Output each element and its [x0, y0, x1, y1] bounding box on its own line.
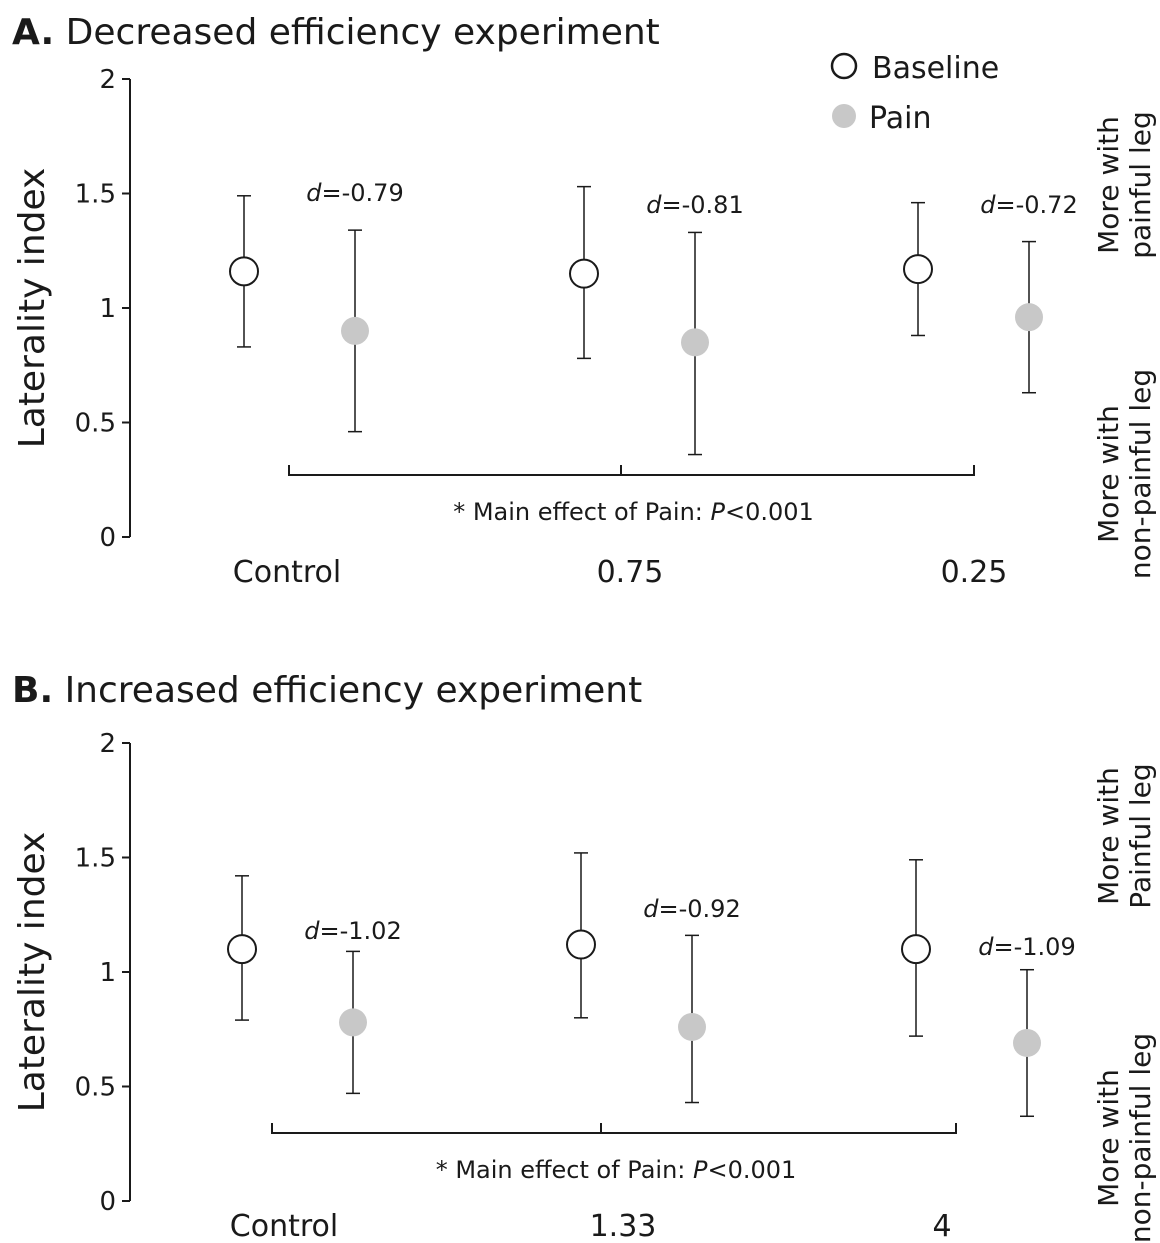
- baseline-point: [903, 254, 933, 285]
- baseline-point: [566, 929, 596, 960]
- legend-marker-baseline: [830, 52, 858, 80]
- panel-a: A. Decreased efficiency experiment 0 0.5 1 1…: [12, 12, 1157, 590]
- significance-bracket: [271, 1123, 957, 1134]
- category-label: Control: [230, 1209, 338, 1243]
- pain-point: [341, 316, 369, 345]
- main-effect-label: * Main effect of Pain: P<0.001: [453, 498, 814, 526]
- effect-size-label: d=-0.81: [646, 191, 743, 219]
- panel-title: B. Increased efficiency experiment: [12, 670, 642, 711]
- y-tick-label: 2: [99, 65, 116, 95]
- side-top-label: More with: [1092, 116, 1125, 254]
- side-top-label: Painful leg: [1124, 763, 1157, 908]
- legend: Baseline Pain: [830, 51, 999, 136]
- pain-point: [1013, 1028, 1041, 1057]
- legend-marker-pain: [832, 104, 856, 128]
- baseline-point: [569, 258, 599, 289]
- side-top-label: More with: [1092, 767, 1125, 905]
- y-tick-label: 1.5: [75, 844, 116, 874]
- y-tick-label: 0: [99, 1187, 116, 1217]
- y-tick-label: 0.5: [75, 1073, 116, 1103]
- baseline-point: [229, 256, 259, 287]
- panel-b: B. Increased efficiency experiment 0 0.5 1 1…: [12, 670, 1157, 1243]
- baseline-point: [227, 934, 257, 965]
- pain-point: [339, 1008, 367, 1037]
- side-bottom-label: non-painful leg: [1124, 1033, 1157, 1243]
- y-tick-label: 0.5: [75, 409, 116, 439]
- significance-bracket: [288, 465, 975, 476]
- effect-size-label: d=-1.09: [978, 933, 1075, 961]
- y-axis-label: Laterality index: [12, 168, 53, 449]
- pain-point: [678, 1012, 706, 1041]
- y-tick-label: 0: [99, 523, 116, 553]
- category-label: Control: [233, 555, 341, 590]
- pain-point: [681, 328, 709, 357]
- effect-size-label: d=-0.72: [980, 191, 1077, 219]
- y-axis-label: Laterality index: [12, 832, 53, 1113]
- category-label: 4: [932, 1209, 951, 1243]
- legend-label-pain: Pain: [869, 101, 931, 136]
- baseline-point: [901, 934, 931, 965]
- panel-title: A. Decreased efficiency experiment: [12, 12, 660, 53]
- y-tick-label: 1: [99, 294, 116, 324]
- y-tick-label: 1: [99, 958, 116, 988]
- effect-size-label: d=-0.79: [306, 179, 403, 207]
- category-label: 0.25: [941, 555, 1008, 590]
- side-bottom-label: non-painful leg: [1124, 369, 1157, 579]
- pain-point: [1015, 303, 1043, 332]
- side-top-label: painful leg: [1124, 111, 1157, 259]
- category-label: 0.75: [597, 555, 664, 590]
- y-tick-label: 1.5: [75, 180, 116, 210]
- y-tick-label: 2: [99, 729, 116, 759]
- side-bottom-label: More with: [1092, 1069, 1125, 1207]
- effect-size-label: d=-1.02: [304, 917, 401, 945]
- category-label: 1.33: [590, 1209, 657, 1243]
- main-effect-label: * Main effect of Pain: P<0.001: [436, 1156, 797, 1184]
- side-bottom-label: More with: [1092, 405, 1125, 543]
- legend-label-baseline: Baseline: [872, 51, 999, 86]
- effect-size-label: d=-0.92: [643, 895, 740, 923]
